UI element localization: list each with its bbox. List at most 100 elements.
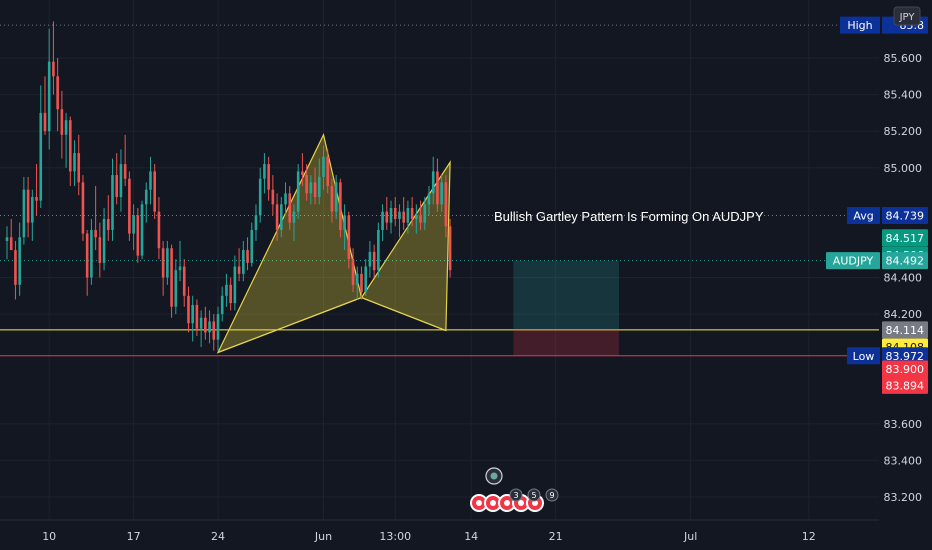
candle-body <box>351 259 355 285</box>
price-tag-value: 83.894 <box>886 379 925 392</box>
candle-body <box>220 295 224 315</box>
candle-body <box>250 229 254 263</box>
candle-body <box>64 120 68 135</box>
candle-body <box>364 266 367 293</box>
event-markers[interactable]: 3 5 9 <box>470 467 559 512</box>
candle-body <box>377 229 380 271</box>
price-tick-label: 83.400 <box>884 454 923 467</box>
price-tick-label: 84.200 <box>884 308 923 321</box>
event-count-badge <box>527 488 541 502</box>
candle-body <box>398 211 401 219</box>
candle-body <box>182 266 186 296</box>
price-tag-value: 84.517 <box>886 232 925 245</box>
candle-body <box>233 266 237 304</box>
candle-body <box>26 189 30 223</box>
candle-body <box>280 204 283 230</box>
candle-body <box>123 164 127 179</box>
price-tick-label: 83.200 <box>884 491 923 504</box>
candle-body <box>90 229 93 278</box>
candle-body <box>275 204 279 230</box>
price-levels <box>0 24 879 357</box>
candle-body <box>132 215 135 234</box>
candle-body <box>35 197 38 201</box>
candle-body <box>440 182 443 205</box>
position-tool[interactable] <box>513 260 619 356</box>
price-tag-value: 84.114 <box>886 324 925 337</box>
candle-body <box>427 193 431 205</box>
candle-body <box>14 250 17 285</box>
candle-body <box>431 171 435 194</box>
event-marker-dot <box>476 500 482 506</box>
candle-body <box>355 273 359 285</box>
candle-body <box>204 317 207 333</box>
candle-body <box>102 218 106 263</box>
time-tick-label: 10 <box>42 530 56 543</box>
candle-body <box>393 207 397 219</box>
candle-body <box>153 171 156 212</box>
candle-body <box>98 237 102 263</box>
candle-body <box>144 189 148 205</box>
candle-body <box>170 248 173 307</box>
candle-body <box>157 211 161 249</box>
candle-body <box>81 182 85 234</box>
event-count-label: 3 <box>513 491 518 500</box>
time-tick-label: Jun <box>314 530 332 543</box>
candle-body <box>94 229 97 238</box>
currency-badge[interactable]: JPY <box>893 6 921 26</box>
candle-body <box>9 237 13 251</box>
candle-body <box>254 215 258 230</box>
candle-body <box>128 178 131 234</box>
candle-body <box>309 182 313 194</box>
candle-body <box>18 237 21 285</box>
time-tick-label: 13:00 <box>379 530 411 543</box>
price-tick-label: 85.200 <box>884 125 923 138</box>
event-marker-dot <box>490 500 496 506</box>
candle-body <box>166 248 169 278</box>
candle-body <box>149 171 152 190</box>
candle-body <box>225 284 228 296</box>
candle-body <box>242 250 245 274</box>
event-count-badge <box>509 488 523 502</box>
candle-body <box>444 182 448 227</box>
time-tick-label: 12 <box>802 530 816 543</box>
candle-body <box>343 215 346 230</box>
candle-body <box>292 211 296 223</box>
time-axis[interactable]: 10 17 24 Jun 13:00 14 21 Jul 12 <box>0 519 879 543</box>
event-marker-dot <box>532 500 538 506</box>
price-tag-label: AUDJPY <box>833 255 874 268</box>
candle-body <box>372 251 376 271</box>
price-tick-label: 84.400 <box>884 272 923 285</box>
time-tick-label: 17 <box>127 530 141 543</box>
candle-body <box>385 211 389 223</box>
price-axis[interactable]: 85.600 85.400 85.200 85.000 84.400 84.200 83.6… <box>879 0 932 550</box>
candle-body <box>31 197 34 223</box>
candle-body <box>60 109 64 135</box>
candle-body <box>334 182 338 212</box>
price-tag-box <box>882 229 928 247</box>
candle-body <box>267 164 270 190</box>
candle-body <box>423 204 427 223</box>
pattern-annotation[interactable]: Bullish Gartley Pattern Is Forming On AU… <box>494 209 764 224</box>
candle-body <box>258 178 262 216</box>
event-marker-dot <box>504 500 510 506</box>
candle-body <box>191 304 194 324</box>
candle-body <box>212 321 216 340</box>
candle-body <box>5 237 9 241</box>
candle-body <box>229 284 232 304</box>
candle-body <box>263 164 266 179</box>
candle-body <box>52 61 55 77</box>
candle-body <box>406 207 410 223</box>
candle-body <box>111 175 114 230</box>
candle-body <box>313 182 317 198</box>
candle-body <box>381 211 384 230</box>
price-tag-label: Avg <box>853 209 873 222</box>
price-tag-box <box>882 347 928 365</box>
price-tag-value: 83.972 <box>886 350 925 363</box>
candle-body <box>77 153 81 183</box>
candle-body <box>402 211 405 223</box>
candle-body <box>284 193 287 205</box>
candle-body <box>339 182 342 230</box>
candle-body <box>246 250 249 263</box>
candle-body <box>448 226 452 271</box>
